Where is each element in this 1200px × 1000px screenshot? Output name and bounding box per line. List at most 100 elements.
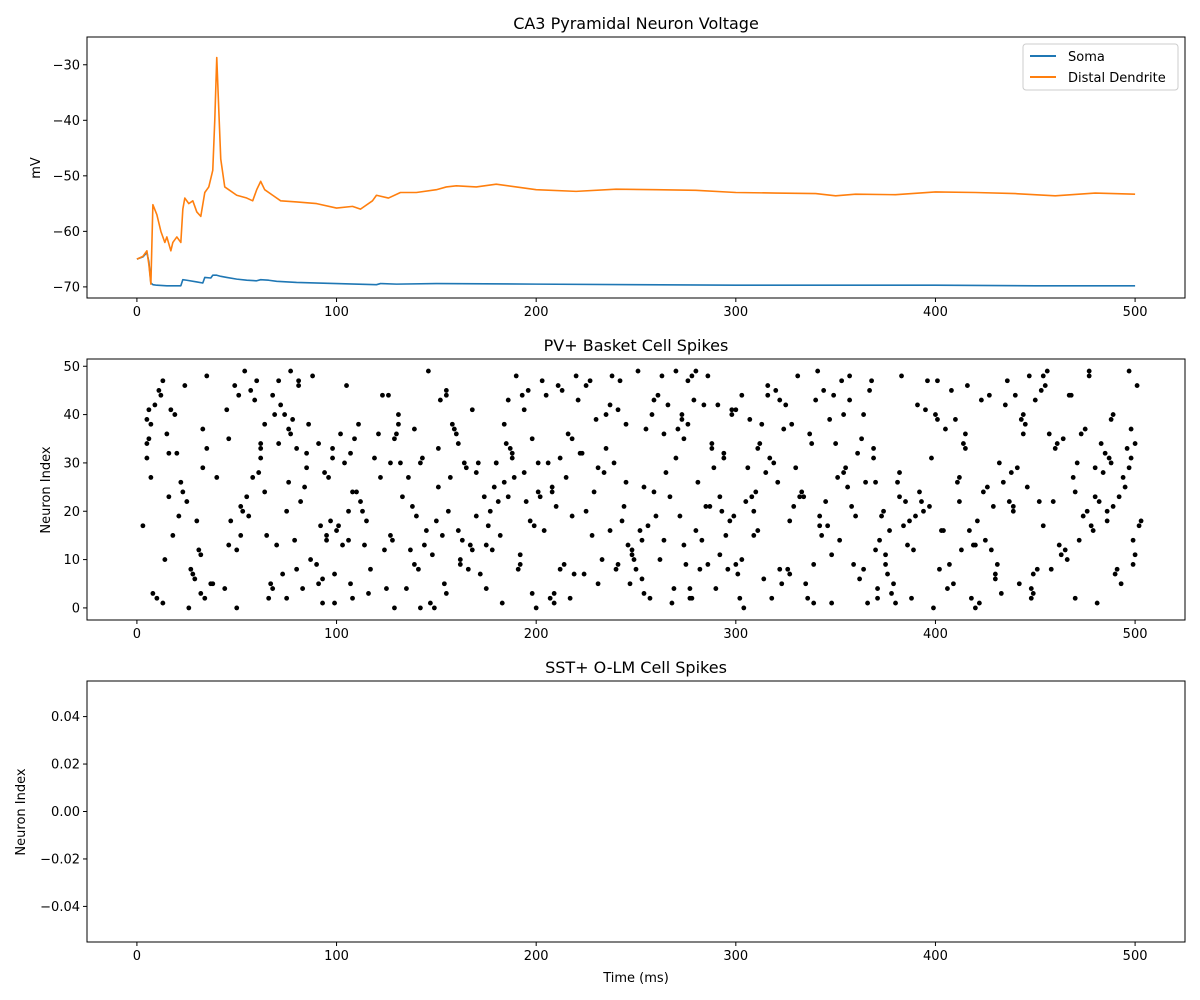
- spike-point: [1004, 378, 1010, 384]
- legend-box: [1022, 43, 1179, 91]
- spike-point: [344, 383, 349, 388]
- spike-point: [551, 591, 557, 596]
- spike-point: [563, 475, 569, 480]
- spike-point: [957, 499, 962, 504]
- spike-point: [182, 383, 188, 388]
- spike-point: [404, 586, 409, 591]
- spike-point: [651, 397, 657, 403]
- x-tick-label: 0: [133, 627, 141, 642]
- spike-point: [771, 460, 777, 466]
- spike-point: [957, 475, 962, 480]
- spike-point: [497, 533, 503, 538]
- spike-point: [709, 446, 715, 451]
- spike-point: [1104, 508, 1110, 514]
- x-tick-label: 200: [524, 627, 549, 642]
- spike-point: [651, 489, 657, 495]
- spike-point: [226, 436, 232, 442]
- spike-point: [723, 533, 729, 538]
- spike-point: [202, 595, 208, 601]
- x-tick-label: 200: [524, 949, 549, 964]
- spike-point: [941, 528, 946, 533]
- spike-point: [701, 402, 707, 408]
- spike-point: [992, 571, 998, 577]
- spike-point: [192, 576, 198, 582]
- spike-point: [1034, 566, 1040, 572]
- spike-point: [1128, 455, 1134, 461]
- spike-point: [1076, 537, 1082, 543]
- spike-point: [439, 533, 445, 538]
- spike-point: [284, 508, 290, 514]
- spike-point: [529, 436, 535, 442]
- spike-point: [587, 378, 593, 384]
- spike-point: [549, 484, 555, 490]
- spike-point: [262, 421, 268, 427]
- y-tick-label: −40: [53, 114, 80, 129]
- spike-point: [366, 591, 371, 596]
- spike-point: [625, 542, 631, 548]
- spike-point: [1126, 465, 1132, 471]
- spike-point: [306, 421, 311, 427]
- spike-point: [795, 373, 801, 379]
- spike-point: [817, 513, 823, 519]
- spike-point: [184, 499, 190, 504]
- spike-point: [765, 392, 771, 398]
- pv-panel-title: PV+ Basket Cell Spikes: [544, 336, 729, 355]
- spike-point: [461, 460, 467, 466]
- spike-point: [400, 494, 405, 500]
- spike-point: [713, 586, 719, 591]
- spike-point: [1106, 455, 1112, 461]
- spike-point: [320, 600, 325, 606]
- spike-point: [324, 537, 329, 543]
- spike-point: [483, 542, 489, 548]
- spike-point: [473, 513, 479, 519]
- spike-point: [148, 475, 154, 480]
- spike-point: [278, 402, 284, 408]
- voltage-plot-frame: [86, 36, 1186, 299]
- spike-point: [276, 378, 282, 384]
- spike-point: [320, 576, 325, 582]
- voltage-legend: Soma Distal Dendrite: [1022, 43, 1179, 91]
- spike-point: [945, 586, 950, 591]
- spike-point: [988, 547, 994, 553]
- spike-point: [533, 605, 539, 611]
- spike-point: [955, 479, 960, 485]
- spike-point: [879, 513, 884, 519]
- spike-point: [481, 494, 487, 500]
- spike-point: [308, 557, 313, 562]
- spike-point: [322, 470, 327, 475]
- spike-point: [258, 446, 264, 451]
- spike-point: [751, 508, 757, 514]
- spike-point: [296, 383, 302, 388]
- spike-point: [447, 475, 453, 480]
- spike-point: [797, 494, 803, 500]
- spike-point: [787, 571, 793, 577]
- spike-point: [501, 479, 507, 485]
- spike-point: [390, 537, 395, 543]
- spike-point: [725, 566, 731, 572]
- spike-point: [689, 595, 695, 601]
- spike-point: [445, 508, 451, 514]
- spike-point: [877, 537, 882, 543]
- spike-point: [545, 460, 551, 466]
- spike-point: [933, 412, 938, 417]
- spike-point: [661, 537, 667, 543]
- spike-point: [1118, 581, 1124, 587]
- pv-y-axis-label: Neuron Index: [39, 446, 54, 533]
- spike-point: [505, 494, 511, 500]
- spike-point: [717, 494, 723, 500]
- spike-point: [869, 378, 874, 384]
- y-tick-label: −60: [53, 225, 80, 240]
- series-line-distal-dendrite: [136, 56, 1136, 285]
- spike-point: [847, 397, 853, 403]
- y-tick-label: 30: [63, 456, 80, 471]
- spike-point: [1068, 392, 1074, 398]
- spike-point: [990, 504, 996, 509]
- spike-point: [595, 465, 601, 471]
- spike-point: [304, 465, 309, 471]
- spike-point: [156, 388, 162, 393]
- spike-point: [244, 494, 250, 500]
- spike-point: [1072, 595, 1078, 601]
- spike-point: [575, 397, 581, 403]
- x-tick-label: 100: [324, 305, 349, 320]
- spike-point: [408, 547, 413, 553]
